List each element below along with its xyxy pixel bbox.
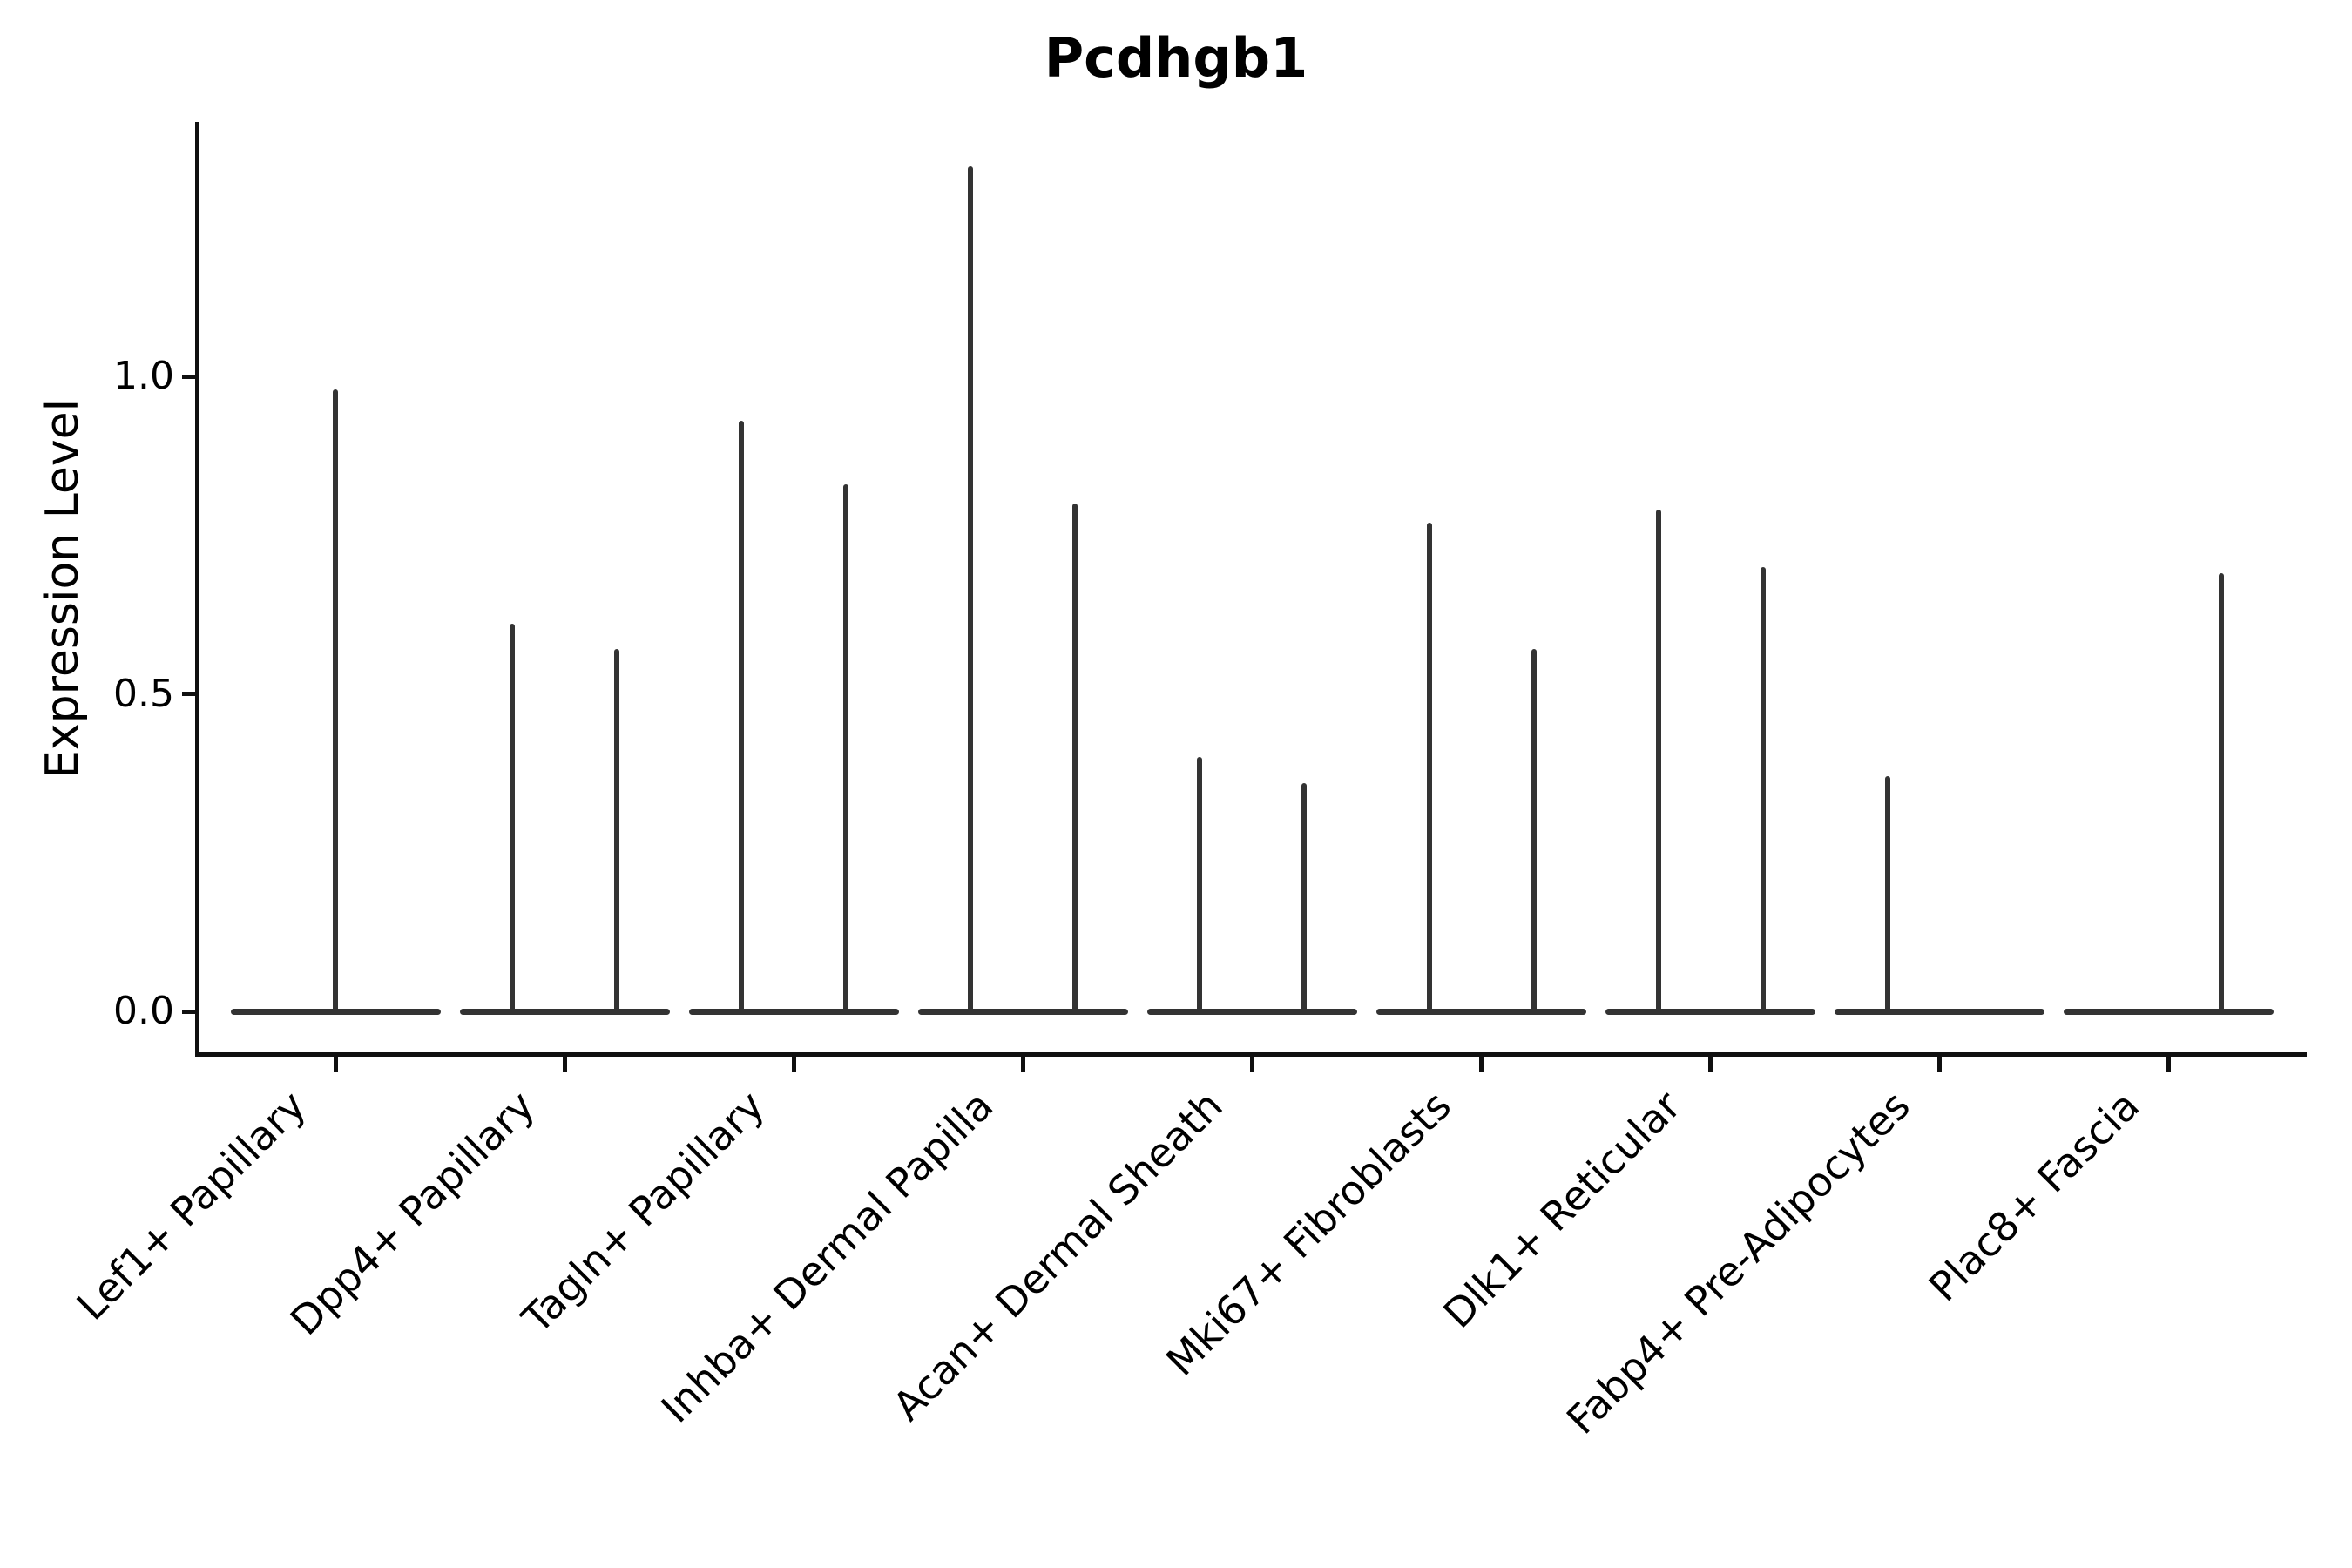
violin-baseline [459, 1008, 670, 1015]
y-tick-label: 1.0 [113, 354, 174, 398]
violin-spike [1531, 649, 1537, 1011]
x-tick [1937, 1057, 1943, 1072]
x-tick [791, 1057, 796, 1072]
violin-spike [333, 389, 338, 1011]
violin-spike [614, 649, 620, 1011]
x-tick [562, 1057, 567, 1072]
violin-spike [1197, 757, 1203, 1011]
chart-title: Pcdhgb1 [1044, 26, 1308, 90]
violin-baseline [1605, 1008, 1816, 1015]
violin-baseline [1835, 1008, 2045, 1015]
violin-baseline [230, 1008, 441, 1015]
violin-spike [739, 421, 745, 1011]
x-tick [1020, 1057, 1025, 1072]
y-axis-line [195, 122, 199, 1057]
violin-spike [968, 166, 974, 1011]
x-tick-label: Tagln+ Papillary [512, 1081, 774, 1342]
y-axis-label: Expression Level [37, 398, 89, 780]
x-axis-line [195, 1052, 2307, 1057]
violin-spike [1760, 566, 1766, 1011]
violin-baseline [688, 1008, 899, 1015]
x-tick [333, 1057, 338, 1072]
violin-baseline [1376, 1008, 1586, 1015]
violin-spike [843, 483, 849, 1011]
y-tick [182, 374, 195, 379]
violin-spike [2218, 572, 2224, 1011]
y-tick [182, 692, 195, 696]
y-tick [182, 1009, 195, 1014]
x-tick [2166, 1057, 2172, 1072]
x-tick [1479, 1057, 1484, 1072]
x-tick [1249, 1057, 1254, 1072]
violin-baseline [917, 1008, 1128, 1015]
violin-spike [1072, 503, 1078, 1011]
violin-spike [1301, 782, 1308, 1011]
x-tick-label: Dpp4+ Papillary [280, 1081, 544, 1345]
x-tick-label: Lef1+ Papillary [67, 1081, 315, 1329]
x-tick [1708, 1057, 1713, 1072]
violin-baseline [2064, 1008, 2274, 1015]
y-tick-label: 0.5 [113, 671, 174, 716]
violin-spike [510, 624, 516, 1011]
violin-spike [1655, 510, 1661, 1011]
violin-spike [1884, 776, 1890, 1011]
y-tick-label: 0.0 [113, 989, 174, 1033]
x-tick-label: Plac8+ Fascia [1919, 1081, 2148, 1311]
violin-spike [1426, 522, 1432, 1011]
x-tick-label: Dlk1+ Reticular [1434, 1081, 1690, 1338]
violin-baseline [1146, 1008, 1357, 1015]
